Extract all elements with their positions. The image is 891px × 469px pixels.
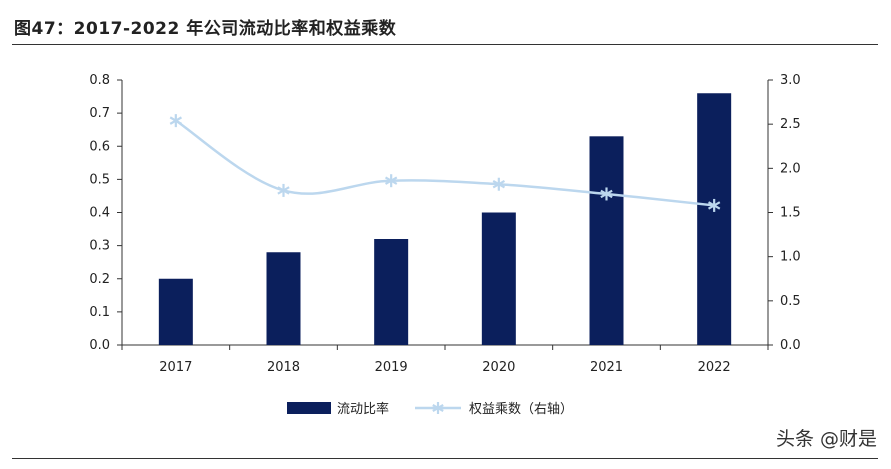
y-left-tick-label: 0.5 — [89, 172, 110, 187]
line-marker-equity-multiplier — [492, 177, 506, 191]
chart-title: 图47：2017-2022 年公司流动比率和权益乘数 — [14, 19, 397, 39]
bar-current-ratio — [589, 136, 624, 345]
line-marker-equity-multiplier — [277, 183, 290, 197]
x-tick-label: 2019 — [375, 360, 408, 375]
line-marker-equity-multiplier — [169, 114, 183, 128]
y-left-tick-label: 0.8 — [89, 73, 110, 88]
bar-current-ratio — [481, 212, 516, 345]
x-tick-label: 2017 — [159, 360, 192, 375]
y-right-tick-label: 0.5 — [780, 294, 801, 309]
legend-marker-equity-multiplier — [432, 402, 444, 414]
y-left-tick-label: 0.6 — [89, 139, 110, 154]
y-right-tick-label: 1.5 — [780, 206, 801, 221]
line-marker-equity-multiplier — [600, 187, 613, 201]
y-right-tick-label: 2.5 — [780, 117, 801, 132]
x-tick-label: 2022 — [698, 360, 731, 375]
y-right-tick-label: 3.0 — [780, 73, 801, 88]
bar-current-ratio — [697, 93, 732, 345]
bottom-divider — [12, 458, 878, 459]
y-right-tick-label: 1.0 — [780, 250, 801, 265]
line-marker-equity-multiplier — [384, 174, 398, 188]
watermark: 头条 @财是 — [775, 428, 877, 450]
bar-current-ratio — [158, 278, 193, 345]
x-tick-label: 2021 — [590, 360, 623, 375]
y-left-tick-label: 0.0 — [89, 338, 110, 353]
legend-label-equity-multiplier: 权益乘数（右轴） — [469, 401, 573, 417]
legend-label-current-ratio: 流动比率 — [337, 401, 389, 417]
line-equity-multiplier — [175, 119, 715, 207]
x-tick-label: 2018 — [267, 360, 300, 375]
y-left-tick-label: 0.2 — [89, 272, 110, 287]
y-right-tick-label: 0.0 — [780, 338, 801, 353]
y-left-tick-label: 0.7 — [89, 106, 110, 121]
y-left-tick-label: 0.1 — [89, 305, 110, 320]
title-divider — [12, 44, 878, 45]
legend-swatch-current-ratio — [287, 402, 331, 414]
y-right-tick-label: 2.0 — [780, 161, 801, 176]
bar-current-ratio — [266, 252, 301, 345]
line-marker-equity-multiplier — [707, 198, 721, 212]
y-left-tick-label: 0.3 — [89, 239, 110, 254]
y-left-tick-label: 0.4 — [89, 206, 110, 221]
x-tick-label: 2020 — [482, 360, 515, 375]
bar-current-ratio — [374, 239, 409, 345]
